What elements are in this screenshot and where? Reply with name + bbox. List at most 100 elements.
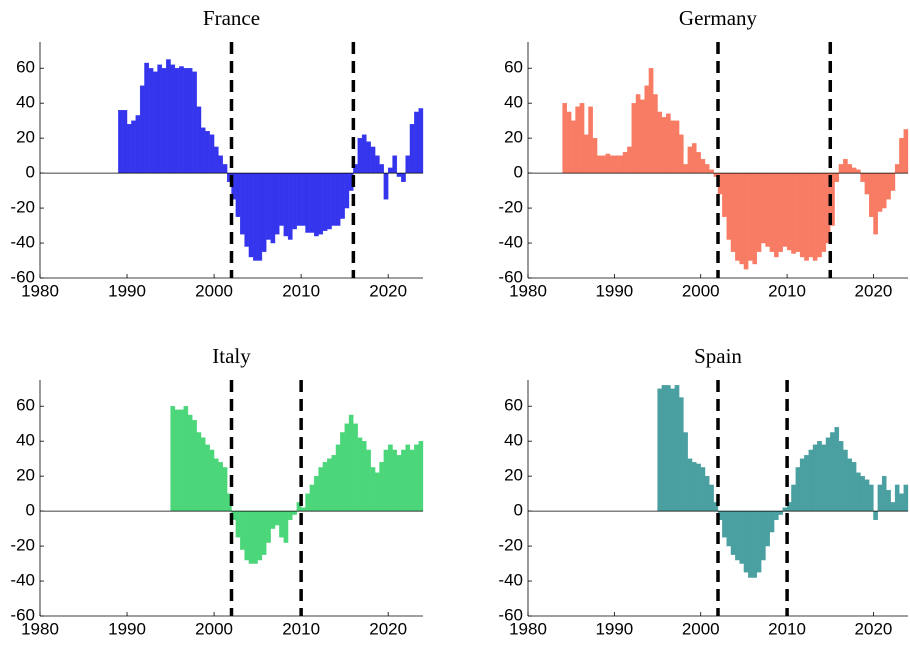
bar <box>370 146 376 174</box>
bar <box>200 437 206 512</box>
bar <box>327 172 332 230</box>
bar <box>261 172 267 252</box>
bar <box>314 475 319 512</box>
bar <box>218 155 223 174</box>
bar <box>791 484 796 512</box>
bar <box>396 172 402 177</box>
y-tick-label: 60 <box>16 396 35 415</box>
y-tick-label: 60 <box>504 58 523 77</box>
y-tick-label: -40 <box>498 233 523 252</box>
bar <box>812 172 818 261</box>
bar <box>674 120 680 174</box>
bar <box>583 134 589 174</box>
bar <box>748 510 753 578</box>
bar <box>392 449 398 512</box>
bar <box>414 111 419 174</box>
bar <box>274 510 280 526</box>
x-tick-label: 1990 <box>108 281 146 300</box>
bar <box>244 510 250 561</box>
bar <box>270 172 276 244</box>
bar <box>795 467 801 512</box>
bar <box>704 164 710 174</box>
bar <box>648 68 654 174</box>
bar <box>847 164 853 174</box>
bar <box>778 510 783 515</box>
x-tick-label: 2010 <box>282 619 320 638</box>
bar <box>179 66 184 174</box>
bar <box>722 510 727 538</box>
bar <box>322 172 328 231</box>
bar <box>830 432 835 512</box>
y-tick-label: 20 <box>504 466 523 485</box>
bar <box>253 510 258 564</box>
x-tick-label: 2020 <box>855 281 893 300</box>
bar <box>200 127 206 174</box>
x-tick-label: 2010 <box>282 281 320 300</box>
y-tick-label: -20 <box>498 198 523 217</box>
bar <box>834 172 840 183</box>
bar <box>126 124 132 174</box>
bar <box>873 510 878 521</box>
bar <box>388 444 393 512</box>
bar <box>691 462 697 512</box>
bar <box>300 507 306 512</box>
x-tick-label: 2000 <box>682 281 720 300</box>
bar <box>601 155 606 174</box>
bar <box>700 158 706 174</box>
bar <box>756 172 762 252</box>
bar <box>261 510 267 555</box>
x-tick-label: 1980 <box>21 619 59 638</box>
bar <box>748 172 753 261</box>
bar <box>856 169 861 174</box>
bar <box>709 169 714 174</box>
bar <box>331 172 337 226</box>
bar <box>192 420 197 512</box>
bar <box>851 167 857 174</box>
bar <box>122 110 128 174</box>
bar <box>890 172 896 191</box>
bar <box>383 449 389 512</box>
bar <box>248 172 254 258</box>
chart-title: Italy <box>212 344 251 368</box>
bar <box>283 510 289 543</box>
bar <box>296 172 302 226</box>
bar <box>817 172 822 258</box>
bar <box>309 484 315 512</box>
bar <box>825 437 831 512</box>
bar <box>405 155 411 174</box>
bar <box>782 507 788 512</box>
x-tick-label: 2000 <box>195 619 233 638</box>
bar <box>344 423 350 512</box>
y-tick-label: -20 <box>10 536 35 555</box>
bar <box>344 172 350 209</box>
bar <box>374 472 380 512</box>
y-tick-label: 40 <box>504 93 523 112</box>
y-tick-label: 0 <box>514 163 523 182</box>
y-tick-label: 40 <box>504 431 523 450</box>
bar <box>773 510 779 521</box>
bar <box>287 172 293 240</box>
bar <box>752 172 758 265</box>
bar <box>318 467 324 512</box>
bar <box>283 172 289 237</box>
bar <box>696 151 701 174</box>
bar <box>709 484 714 512</box>
bar <box>778 172 783 252</box>
bar <box>864 479 870 512</box>
bar <box>383 172 389 200</box>
bar <box>903 484 909 512</box>
bar <box>240 510 245 550</box>
bar <box>292 510 297 515</box>
bar <box>571 120 576 174</box>
bar <box>635 94 641 174</box>
bar <box>899 493 904 512</box>
bar <box>139 85 145 174</box>
bar <box>795 172 801 252</box>
bar <box>687 146 693 174</box>
bar <box>174 68 180 174</box>
bar <box>726 510 732 547</box>
bar <box>730 510 736 555</box>
bar <box>773 172 779 258</box>
bar <box>274 172 280 235</box>
bar <box>834 427 840 512</box>
